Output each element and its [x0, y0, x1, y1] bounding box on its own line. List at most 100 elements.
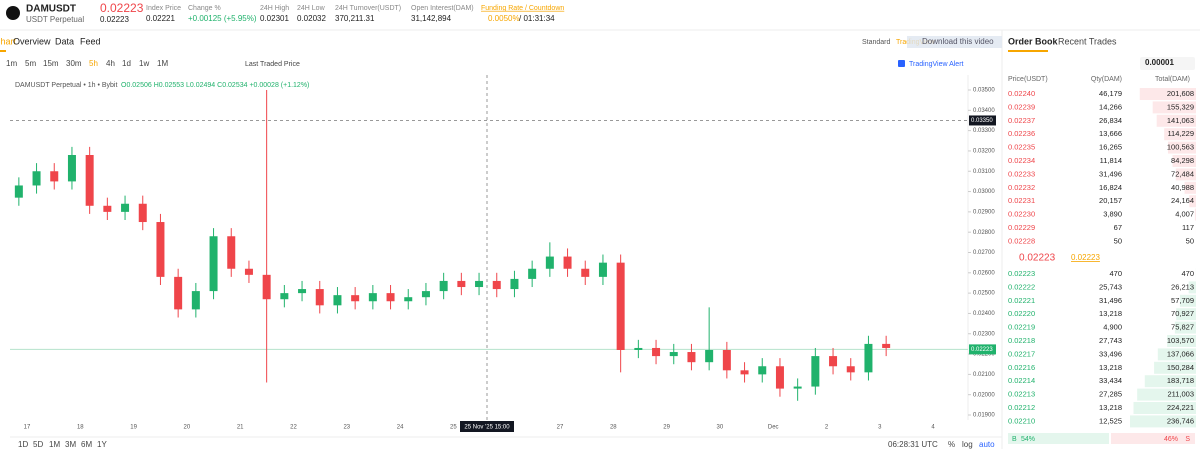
qty: 27,285 [1099, 390, 1122, 399]
interval[interactable]: 1m [6, 59, 17, 68]
column-header: Price(USDT) [1008, 76, 1048, 83]
y-tick-label: 0.02800 [973, 230, 995, 236]
y-tick-label: 0.02000 [973, 392, 995, 398]
view-mode[interactable]: Standard [862, 39, 891, 46]
depth-bar [1179, 294, 1196, 307]
total: 114,229 [1167, 129, 1194, 138]
tab[interactable]: Feed [80, 36, 101, 46]
candle-body [563, 256, 572, 269]
y-tick-label: 0.02100 [973, 372, 995, 378]
option[interactable]: log [962, 440, 973, 449]
stat-label: 24H High [260, 5, 289, 12]
x-tick-label: 29 [663, 425, 670, 431]
interval[interactable]: 30m [66, 59, 82, 68]
candle-body [50, 171, 59, 182]
total: 470 [1181, 269, 1194, 278]
qty: 4,900 [1103, 323, 1122, 332]
candle-body [404, 297, 413, 302]
y-tick-label: 0.03400 [973, 108, 995, 114]
candle-body [882, 343, 891, 348]
tab[interactable]: Chart [0, 36, 17, 46]
qty: 14,266 [1099, 102, 1122, 111]
x-tick-label: 23 [343, 425, 350, 431]
candle-body [174, 276, 183, 310]
x-tick-label: 20 [184, 425, 191, 431]
column-header: Total(DAM) [1155, 76, 1190, 83]
range[interactable]: 1Y [97, 440, 107, 449]
depth-bar [1152, 101, 1196, 114]
qty: 33,434 [1099, 376, 1122, 385]
candle-body [67, 155, 76, 182]
candle-body [740, 370, 749, 375]
tab[interactable]: Overview [13, 36, 51, 46]
depth-bar [1144, 375, 1196, 388]
option[interactable]: auto [979, 440, 995, 449]
tab-indicator [1008, 50, 1048, 52]
tick-select[interactable] [1140, 57, 1195, 70]
stat-label: Index Price [146, 5, 181, 12]
depth-bar [1167, 141, 1196, 154]
alert[interactable]: TradingView Alert [909, 61, 964, 68]
y-tick-label: 0.02400 [973, 311, 995, 317]
x-tick-label: 22 [290, 425, 297, 431]
price: 0.02234 [1008, 156, 1035, 165]
tick[interactable]: 0.00001 [1145, 58, 1174, 67]
overlay-text[interactable]: Download this video [922, 37, 994, 46]
x-tick-label: 3 [878, 425, 882, 431]
crosshair-time: 25 Nov '25 15:00 [464, 425, 510, 431]
total: 224,221 [1167, 403, 1194, 412]
price: 0.02217 [1008, 349, 1035, 358]
depth-bar [1130, 415, 1196, 428]
range[interactable]: 1M [49, 440, 60, 449]
qty: 31,496 [1099, 296, 1122, 305]
panel-tab[interactable]: Order Book [1008, 36, 1059, 46]
range[interactable]: 3M [65, 440, 76, 449]
depth-bar [1157, 348, 1196, 361]
qty: 13,666 [1099, 129, 1122, 138]
total: 117 [1182, 223, 1194, 232]
interval[interactable]: 5h [89, 59, 98, 68]
qty: 13,218 [1099, 403, 1122, 412]
candle-body [421, 291, 430, 298]
depth-bar [1188, 281, 1196, 294]
price: 0.02218 [1008, 336, 1035, 345]
x-tick-label: 24 [397, 425, 404, 431]
price: 0.02214 [1008, 376, 1035, 385]
y-tick-label: 0.02900 [973, 209, 995, 215]
y-tick-label: 0.03000 [973, 189, 995, 195]
candle-body [14, 185, 23, 198]
interval[interactable]: 1M [157, 59, 168, 68]
total: 155,329 [1167, 102, 1194, 111]
x-tick-label: 4 [931, 425, 935, 431]
x-tick-label: 18 [77, 425, 84, 431]
candle-body [386, 293, 395, 302]
qty: 470 [1109, 269, 1122, 278]
candle-body [351, 295, 360, 302]
interval[interactable]: 5m [25, 59, 36, 68]
x-tick-label: 19 [130, 425, 137, 431]
sell-label: S [1185, 436, 1190, 443]
clock: 06:28:31 UTC [888, 440, 938, 449]
interval[interactable]: 1d [122, 59, 131, 68]
range[interactable]: 5D [33, 440, 43, 449]
interval[interactable]: 4h [106, 59, 115, 68]
total: 183,718 [1167, 376, 1194, 385]
total: 24,164 [1171, 196, 1194, 205]
total: 72,484 [1171, 169, 1194, 178]
range[interactable]: 1D [18, 440, 28, 449]
candle-body [85, 155, 94, 206]
range[interactable]: 6M [81, 440, 92, 449]
price: 0.02210 [1008, 416, 1035, 425]
candle-body [581, 268, 590, 277]
x-tick-label: 28 [610, 425, 617, 431]
panel-tab[interactable]: Recent Trades [1058, 36, 1117, 46]
candle-body [510, 278, 519, 290]
price-type[interactable]: Last Traded Price [245, 61, 300, 68]
interval[interactable]: 15m [43, 59, 59, 68]
interval[interactable]: 1w [139, 59, 149, 68]
x-tick-label: 2 [825, 425, 829, 431]
tab[interactable]: Data [55, 36, 74, 46]
option[interactable]: % [948, 440, 955, 449]
